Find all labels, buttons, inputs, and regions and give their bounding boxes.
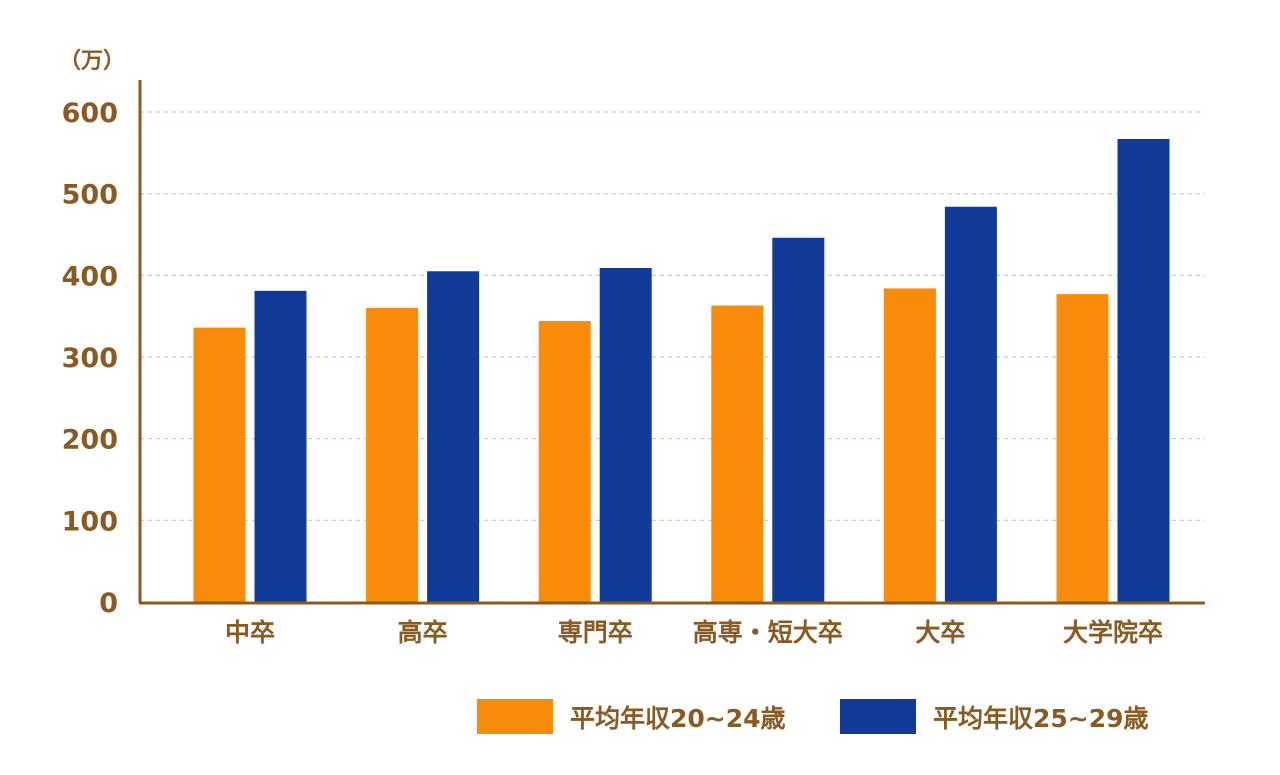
y-tick-label: 600: [62, 98, 118, 129]
y-tick-label: 0: [99, 588, 118, 619]
x-category-label: 高専・短大卒: [693, 618, 843, 647]
bars: [193, 138, 1170, 602]
bar-age25-29-2: [599, 267, 652, 602]
bar-age25-29-3: [772, 237, 825, 602]
y-tick-label: 300: [62, 343, 118, 374]
legend-label: 平均年収20~24歳: [570, 704, 786, 733]
y-tick-label: 200: [62, 425, 118, 456]
x-category-label: 専門卒: [558, 618, 633, 647]
bar-age20-24-3: [711, 305, 764, 602]
y-tick-label: 100: [62, 506, 118, 537]
bar-age25-29-4: [944, 206, 997, 602]
bar-age25-29-1: [427, 271, 480, 602]
x-category-label: 高卒: [398, 618, 448, 647]
bar-age20-24-5: [1056, 294, 1109, 602]
y-tick-label: 400: [62, 261, 118, 292]
legend: 平均年収20~24歳 平均年収25~29歳: [477, 699, 1149, 734]
bar-age25-29-0: [254, 290, 307, 602]
y-unit-label: （万）: [59, 49, 125, 74]
y-tick-labels: 0 100 200 300 400 500 600: [62, 98, 118, 619]
bar-age20-24-1: [366, 308, 419, 602]
bar-age20-24-0: [193, 327, 246, 602]
axes: [138, 80, 1205, 605]
legend-swatch: [477, 699, 553, 734]
x-category-label: 大学院卒: [1063, 618, 1163, 647]
y-tick-label: 500: [62, 180, 118, 211]
bar-age20-24-2: [538, 321, 591, 602]
bar-age20-24-4: [883, 288, 936, 602]
gridlines: [140, 111, 1205, 521]
x-category-label: 大卒: [915, 618, 965, 647]
x-category-label: 中卒: [225, 618, 275, 647]
bar-age25-29-5: [1117, 138, 1170, 602]
legend-label: 平均年収25~29歳: [933, 704, 1149, 733]
legend-swatch: [840, 699, 916, 734]
x-category-labels: 中卒 高卒 専門卒 高専・短大卒 大卒 大学院卒: [225, 618, 1163, 647]
